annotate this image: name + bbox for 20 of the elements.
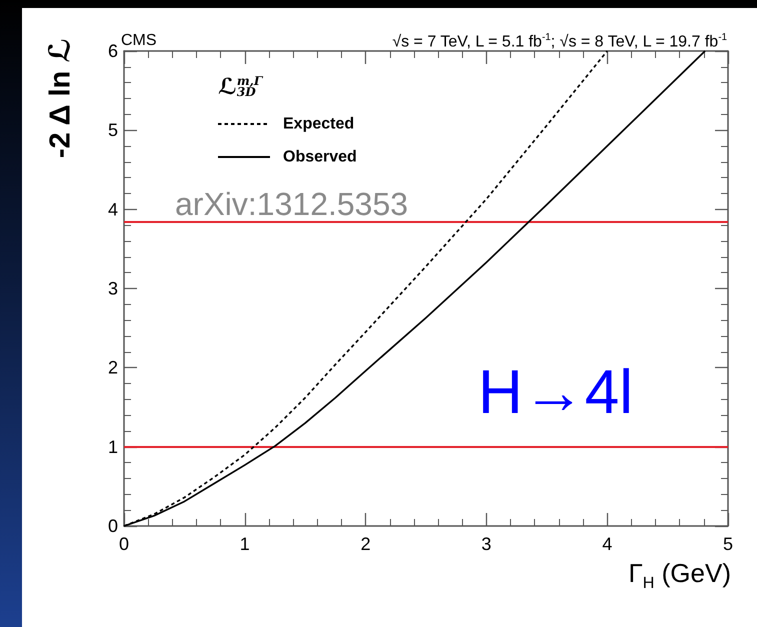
y-tick-label: 0 [108,516,118,536]
x-tick-label: 1 [240,534,250,554]
y-tick-label: 5 [108,120,118,140]
chart-subtitle: √s = 7 TeV, L = 5.1 fb$^{-1}$; √s = 8 TeV, L = 19.7 fb$^{-1}$ [392,32,727,50]
y-tick-label: 1 [108,436,118,457]
x-tick-label: 4 [602,534,612,554]
y-tick-label: 2 [108,358,118,378]
x-axis-title: Γ$_{H}$ (GeV) [628,558,731,592]
y-tick-label: 6 [108,41,118,61]
annotation: H→4l [478,358,634,427]
x-tick-label: 2 [360,534,371,554]
legend-label: Observed [283,148,357,166]
chart-title: CMS [121,32,157,49]
x-tick-label: 5 [722,534,734,554]
legend-label: Expected [283,116,354,132]
y-tick-label: 4 [108,199,118,220]
x-tick-label: 3 [481,534,492,554]
annotation: arXiv:1312.5353 [175,186,408,222]
y-axis-title: -2 Δ ln ℒ [44,38,76,158]
y-tick-label: 3 [108,278,118,298]
